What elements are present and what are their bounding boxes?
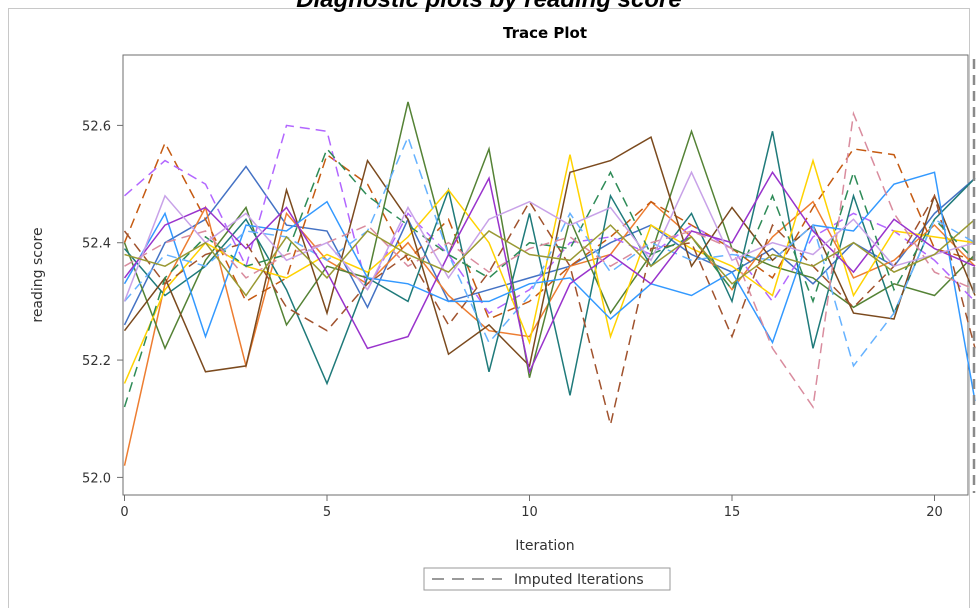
series-line-9 [123, 193, 976, 425]
x-tick-label-5: 5 [323, 505, 331, 520]
y-tick-label-52.4: 52.4 [82, 237, 111, 252]
x-tick-label-15: 15 [724, 505, 741, 520]
y-axis-label: reading score [30, 227, 46, 322]
x-axis: 0 5 10 15 20 [120, 495, 943, 520]
legend: Imputed Iterations [423, 567, 671, 591]
y-tick-label-52.6: 52.6 [82, 119, 111, 134]
series-line-6 [123, 131, 976, 396]
series-line-12 [123, 135, 976, 368]
series-layer [123, 101, 976, 466]
y-tick-label-52.2: 52.2 [82, 354, 111, 369]
plot-title: Trace Plot [503, 24, 587, 42]
legend-box [423, 567, 671, 591]
x-tick-label-20: 20 [926, 505, 943, 520]
series-line-14 [124, 110, 976, 410]
series-line-13 [123, 170, 976, 375]
x-tick-label-0: 0 [120, 505, 128, 520]
plot-area [122, 54, 969, 496]
series-line-16 [124, 218, 976, 297]
y-axis: 52.0 52.2 52.4 52.6 [82, 119, 123, 486]
series-line-2 [123, 200, 976, 466]
series-line-8 [123, 135, 976, 373]
series-line-10 [123, 147, 976, 408]
x-axis-label: Iteration [515, 538, 574, 554]
chart-panel-frame [8, 8, 970, 608]
y-tick-label-52: 52.0 [82, 471, 111, 486]
x-tick-label-10: 10 [521, 505, 538, 520]
series-line-3 [123, 141, 976, 320]
legend-label-imputed-iterations: Imputed Iterations [514, 572, 644, 588]
series-line-15 [123, 170, 976, 302]
page-title: Diagnostic plots by reading score [0, 0, 978, 14]
